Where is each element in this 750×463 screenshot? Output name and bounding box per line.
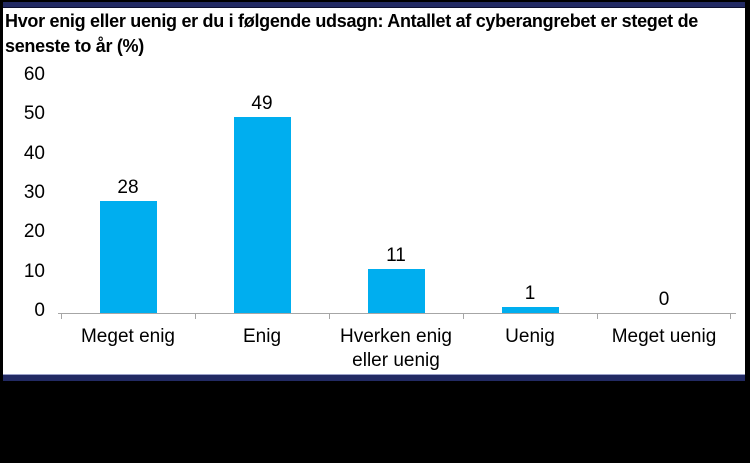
bar-hverken-enig-eller-uenig xyxy=(367,269,425,313)
bar-group-enig: 49 xyxy=(195,73,329,313)
x-axis-labels: Meget enig Enig Hverken enig eller uenig… xyxy=(61,325,731,373)
top-accent-stripe xyxy=(3,2,745,8)
bar-enig xyxy=(233,117,291,313)
x-axis-category-label: Enig xyxy=(242,326,282,347)
x-axis-category-label: Hverken enig eller uenig xyxy=(340,326,452,371)
bar-value-label: 49 xyxy=(251,93,273,114)
bar-value-label: 28 xyxy=(117,177,139,198)
y-axis-tick-label: 20 xyxy=(23,221,45,243)
x-axis-line xyxy=(58,313,736,314)
chart-panel: Hvor enig eller uenig er du i følgende u… xyxy=(3,8,745,374)
bars-container: 28 49 11 1 0 xyxy=(61,73,731,313)
bar-group-meget-enig: 28 xyxy=(61,73,195,313)
x-axis-tick xyxy=(195,313,196,319)
chart-title: Hvor enig eller uenig er du i følgende u… xyxy=(5,11,698,56)
bar-uenig xyxy=(501,307,559,313)
x-axis-tick xyxy=(61,313,62,319)
bottom-accent-stripe xyxy=(3,374,745,381)
x-axis-category-label: Meget uenig xyxy=(611,326,717,347)
y-axis-tick-label: 30 xyxy=(23,181,45,203)
y-axis: 60 50 40 30 20 10 0 xyxy=(3,8,49,338)
x-axis-tick xyxy=(597,313,598,319)
x-axis-tick xyxy=(329,313,330,319)
plot-area: 28 49 11 1 0 xyxy=(58,8,736,374)
bar-group-hverken: 11 xyxy=(329,73,463,313)
x-axis-category-label: Uenig xyxy=(505,326,555,347)
bar-value-label: 0 xyxy=(658,289,670,310)
x-axis-tick xyxy=(463,313,464,319)
x-axis-tick xyxy=(730,313,731,319)
bar-value-label: 11 xyxy=(386,245,406,266)
bar-group-meget-uenig: 0 xyxy=(597,73,731,313)
bar-meget-enig xyxy=(99,201,157,313)
y-axis-tick-label: 10 xyxy=(23,260,45,282)
bar-group-uenig: 1 xyxy=(463,73,597,313)
x-axis-category-label: Meget enig xyxy=(80,326,175,347)
y-axis-tick-label: 40 xyxy=(23,142,45,164)
bar-value-label: 1 xyxy=(524,283,536,304)
y-axis-tick-label: 50 xyxy=(23,103,45,125)
y-axis-tick-label: 60 xyxy=(23,64,45,85)
y-axis-tick-label: 0 xyxy=(34,299,45,321)
